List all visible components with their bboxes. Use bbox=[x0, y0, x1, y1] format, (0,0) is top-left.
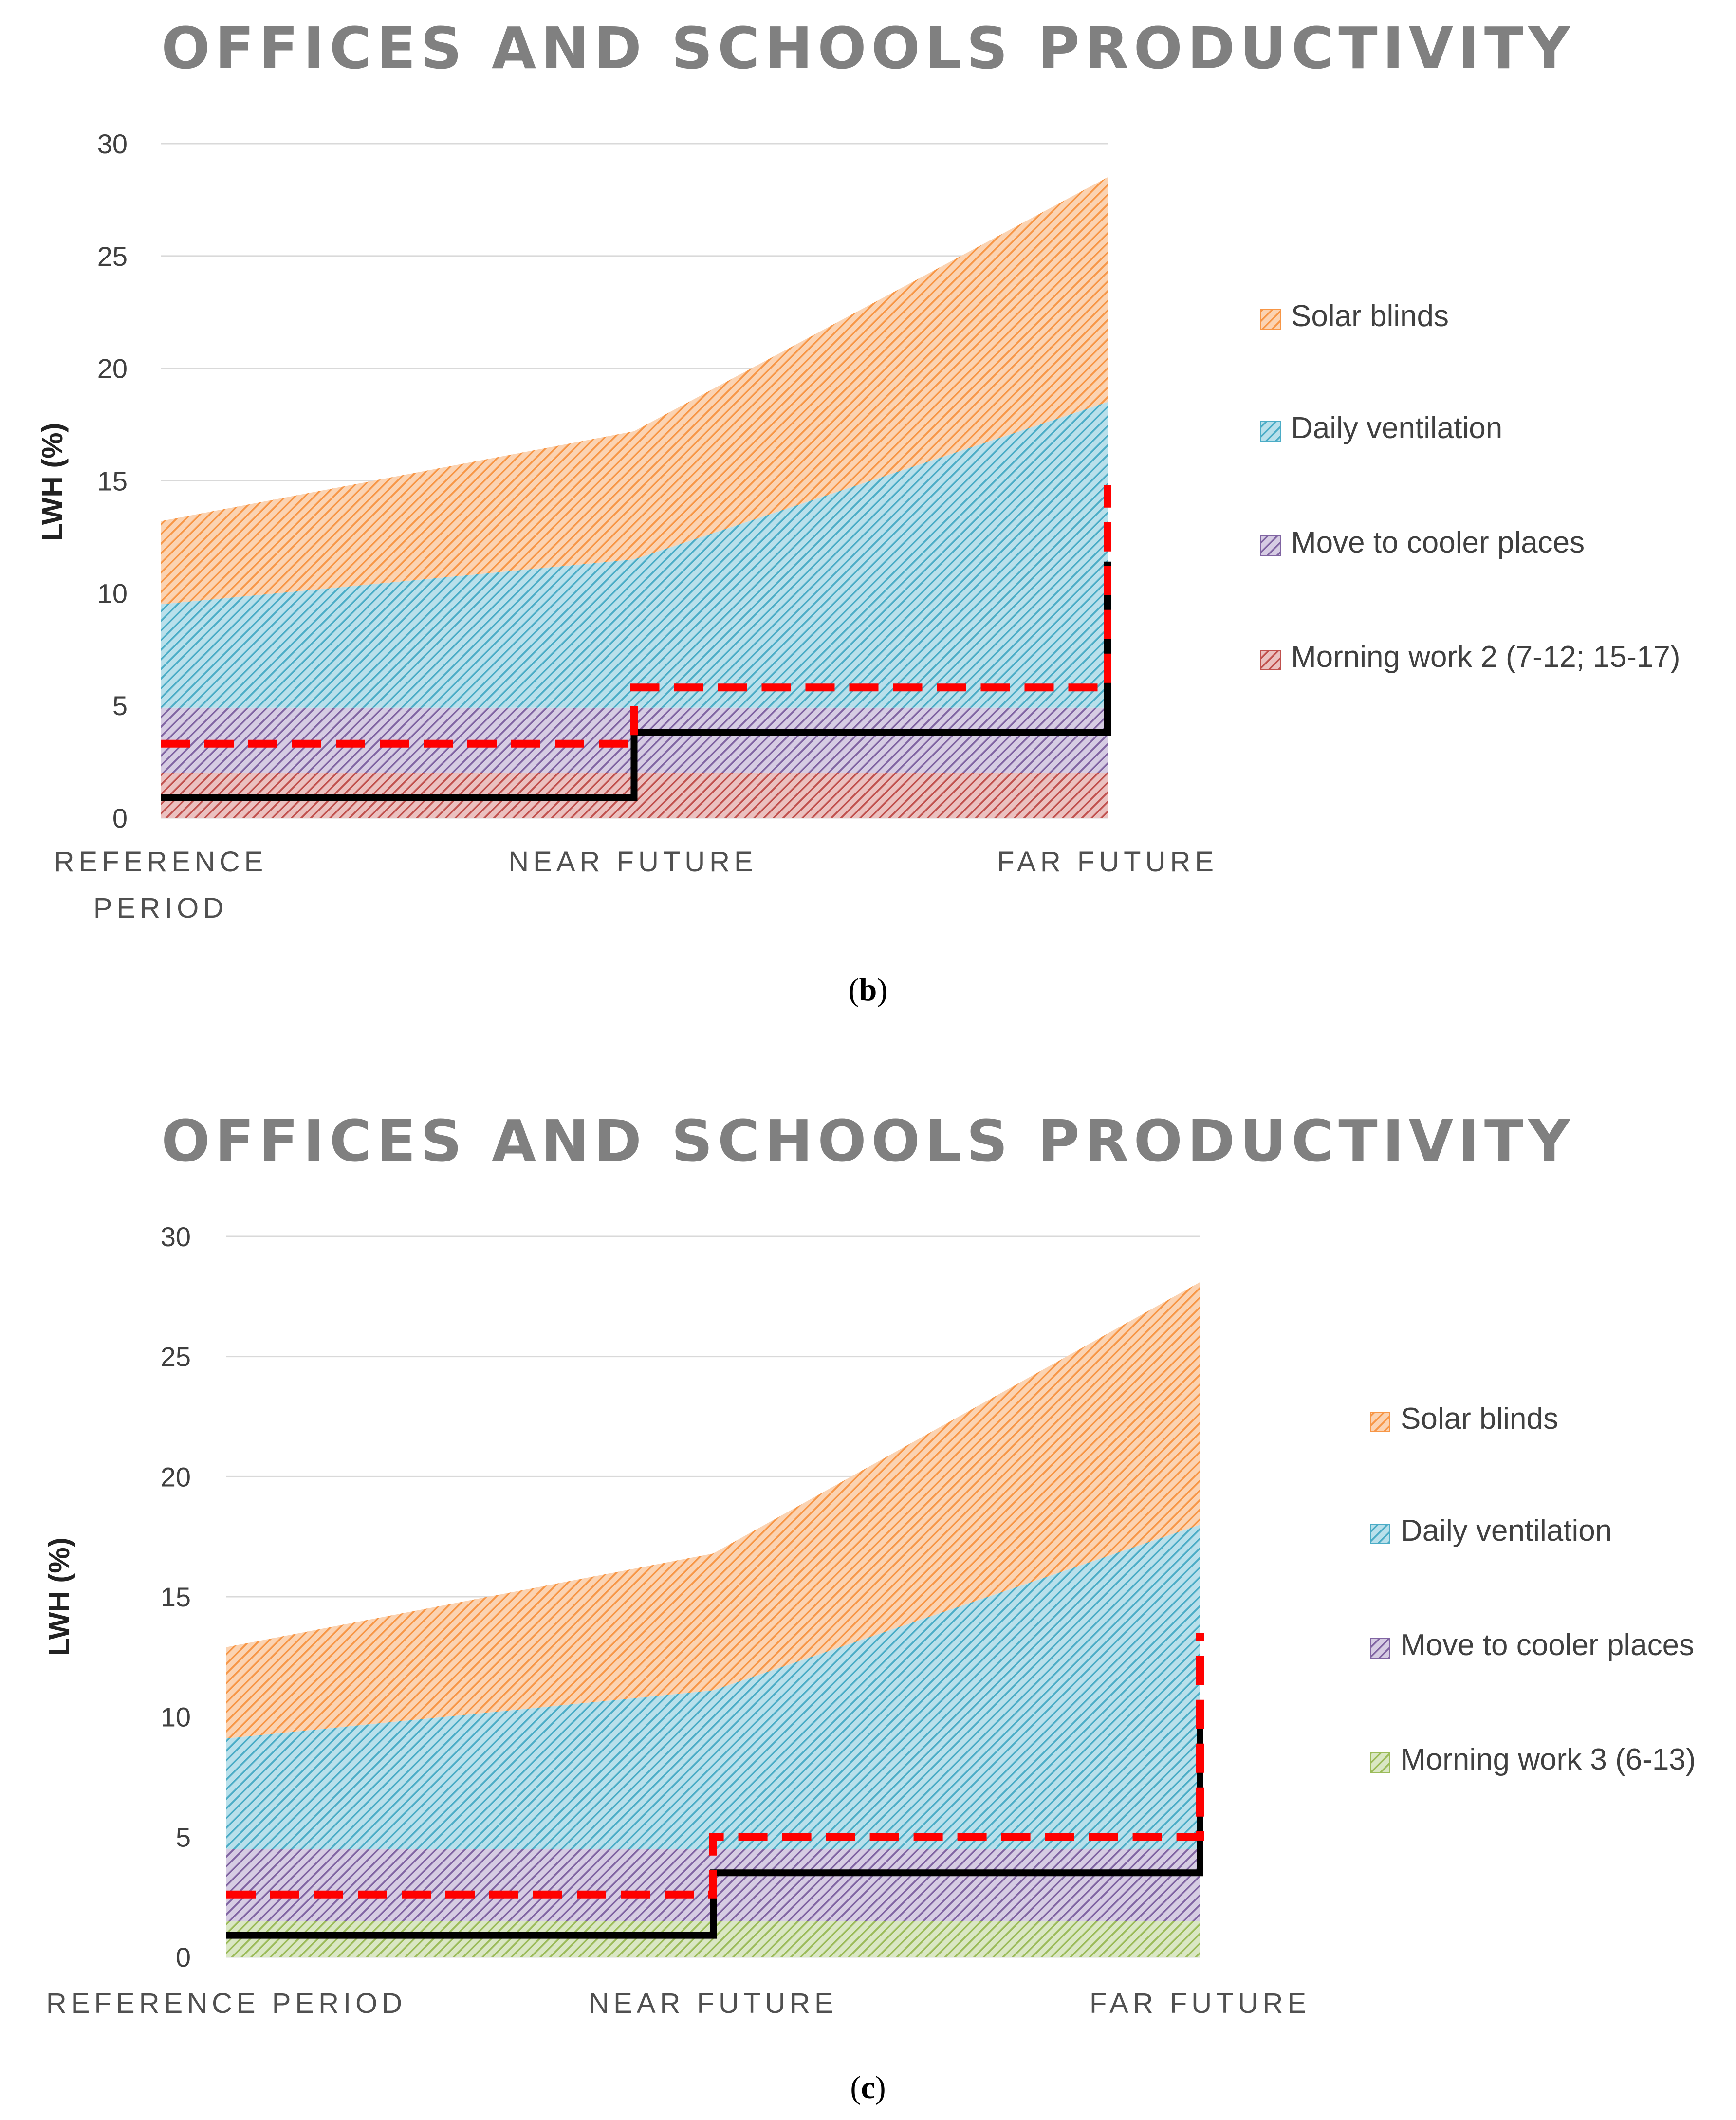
legend-label: Daily ventilation bbox=[1401, 1514, 1612, 1548]
legend-swatch bbox=[1260, 650, 1281, 670]
legend-swatch bbox=[1370, 1412, 1390, 1432]
legend-label: Morning work 3 (6-13) bbox=[1401, 1743, 1696, 1776]
legend-label: Morning work 2 (7-12; 15-17) bbox=[1291, 640, 1680, 674]
legend-item: Daily ventilation bbox=[1260, 411, 1502, 445]
legend: Solar blinds Daily ventilation Move to coo… bbox=[1260, 299, 1680, 674]
y-tick-label: 25 bbox=[97, 241, 128, 272]
plot-area: 0 5 10 15 20 25 30 REFERENCE PERIOD NEAR FUTURE FA… bbox=[54, 129, 1218, 924]
legend-swatch bbox=[1370, 1524, 1390, 1544]
y-axis-title: LWH (%) bbox=[36, 423, 69, 541]
y-axis-title: LWH (%) bbox=[43, 1537, 75, 1656]
y-tick-label: 10 bbox=[161, 1702, 191, 1733]
y-tick-label: 30 bbox=[161, 1221, 191, 1252]
legend-item: Daily ventilation bbox=[1370, 1514, 1612, 1548]
legend-label: Move to cooler places bbox=[1291, 526, 1585, 559]
area-solar-blinds bbox=[226, 1282, 1200, 1739]
x-category-label: FAR FUTURE bbox=[1090, 1988, 1311, 2019]
legend-swatch bbox=[1260, 535, 1281, 556]
y-tick-label: 10 bbox=[97, 578, 128, 608]
chart-panel-b: OFFICES AND SCHOOLS PRODUCTIVITY 0 5 10 15 2… bbox=[36, 15, 1680, 1008]
y-tick-label: 30 bbox=[97, 129, 128, 159]
y-tick-label: 5 bbox=[112, 690, 128, 721]
plot-area: 0 5 10 15 20 25 30 REFERENCE PERIOD NEAR FUTURE F… bbox=[46, 1221, 1311, 2019]
threshold-dashed-red-line bbox=[161, 485, 1111, 748]
y-tick-label: 5 bbox=[176, 1822, 191, 1852]
legend-swatch bbox=[1370, 1752, 1390, 1773]
x-category-label: REFERENCE PERIOD bbox=[54, 846, 268, 924]
y-tick-label: 0 bbox=[176, 1942, 191, 1973]
y-tick-label: 20 bbox=[161, 1461, 191, 1492]
chart-title: OFFICES AND SCHOOLS PRODUCTIVITY bbox=[161, 1107, 1575, 1175]
y-tick-label: 15 bbox=[97, 466, 128, 497]
y-tick-label: 0 bbox=[112, 803, 128, 833]
x-category-label: NEAR FUTURE bbox=[508, 846, 757, 878]
area-solar-blinds bbox=[161, 177, 1108, 605]
area-morning-work-3-6-13 bbox=[226, 1921, 1200, 1957]
legend: Solar blinds Daily ventilation Move to coo… bbox=[1370, 1402, 1696, 1776]
legend-item: Move to cooler places bbox=[1260, 526, 1585, 559]
legend-swatch bbox=[1260, 309, 1281, 330]
legend-item: Move to cooler places bbox=[1370, 1628, 1694, 1662]
legend-label: Daily ventilation bbox=[1291, 411, 1502, 445]
y-tick-label: 15 bbox=[161, 1582, 191, 1612]
chart-panel-c: OFFICES AND SCHOOLS PRODUCTIVITY 0 5 10 15 2… bbox=[43, 1107, 1696, 2105]
area-daily-ventilation bbox=[161, 402, 1108, 708]
legend-item: Morning work 3 (6-13) bbox=[1370, 1743, 1696, 1776]
x-category-label: REFERENCE PERIOD bbox=[46, 1988, 406, 2019]
legend-swatch bbox=[1260, 421, 1281, 442]
legend-label: Solar blinds bbox=[1291, 299, 1449, 333]
legend-item: Solar blinds bbox=[1260, 299, 1449, 333]
legend-swatch bbox=[1370, 1638, 1390, 1659]
legend-item: Solar blinds bbox=[1370, 1402, 1558, 1436]
panel-caption: (b) bbox=[849, 972, 888, 1008]
x-category-label: NEAR FUTURE bbox=[589, 1988, 837, 2019]
chart-title: OFFICES AND SCHOOLS PRODUCTIVITY bbox=[161, 15, 1575, 82]
area-daily-ventilation bbox=[226, 1525, 1200, 1849]
legend-label: Move to cooler places bbox=[1401, 1628, 1694, 1662]
x-category-label: FAR FUTURE bbox=[997, 846, 1218, 878]
legend-label: Solar blinds bbox=[1401, 1402, 1558, 1436]
y-tick-label: 25 bbox=[161, 1342, 191, 1372]
panel-caption: (c) bbox=[850, 2070, 886, 2105]
legend-item: Morning work 2 (7-12; 15-17) bbox=[1260, 640, 1680, 674]
threshold-dashed-red-line bbox=[226, 1633, 1204, 1899]
y-tick-label: 20 bbox=[97, 353, 128, 384]
